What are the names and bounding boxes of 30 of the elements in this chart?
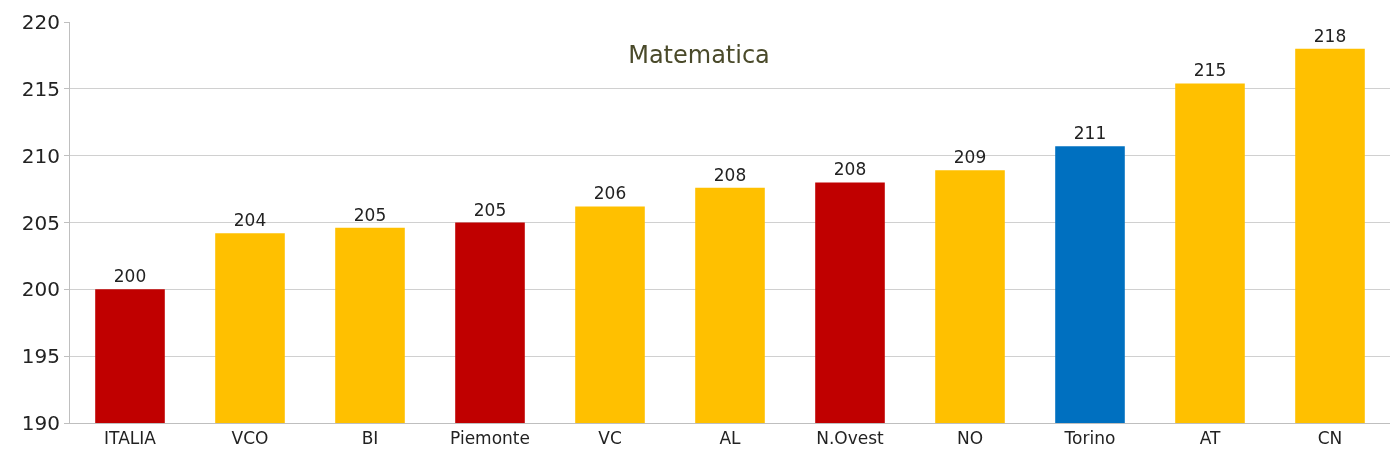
y-tick-label: 200 [21,277,60,302]
data-label: 209 [953,147,987,168]
data-label: 204 [233,210,267,231]
x-tick-label: Torino [1063,428,1116,449]
x-tick-label: VC [598,428,622,449]
x-tick-label: VCO [231,428,269,449]
data-label: 208 [713,164,747,185]
x-tick-label: Piemonte [450,428,530,449]
y-tick-label: 220 [21,10,60,34]
data-label: 206 [593,183,627,204]
text: Matematica [628,40,770,69]
x-tick-label: AL [719,428,742,449]
y-tick-label: 190 [21,411,60,435]
x-tick-label: CN [1317,428,1343,449]
x-tick-label: ITALIA [104,428,157,449]
y-tick-label: 195 [21,344,60,369]
data-label: 211 [1073,123,1107,144]
y-tick-label: 205 [21,210,60,235]
y-tick-label: 215 [21,76,60,101]
data-label: 200 [113,266,147,287]
x-tick-label: NO [956,428,984,449]
data-label: 205 [353,204,387,225]
data-label: 215 [1193,60,1227,81]
x-tick-label: BI [361,428,379,449]
data-label: 205 [473,199,507,220]
x-tick-label: N.Ovest [816,428,885,449]
y-tick-label: 210 [21,143,60,168]
x-tick-label: AT [1199,428,1221,449]
data-label: 218 [1313,25,1347,46]
data-label: 208 [833,159,867,180]
